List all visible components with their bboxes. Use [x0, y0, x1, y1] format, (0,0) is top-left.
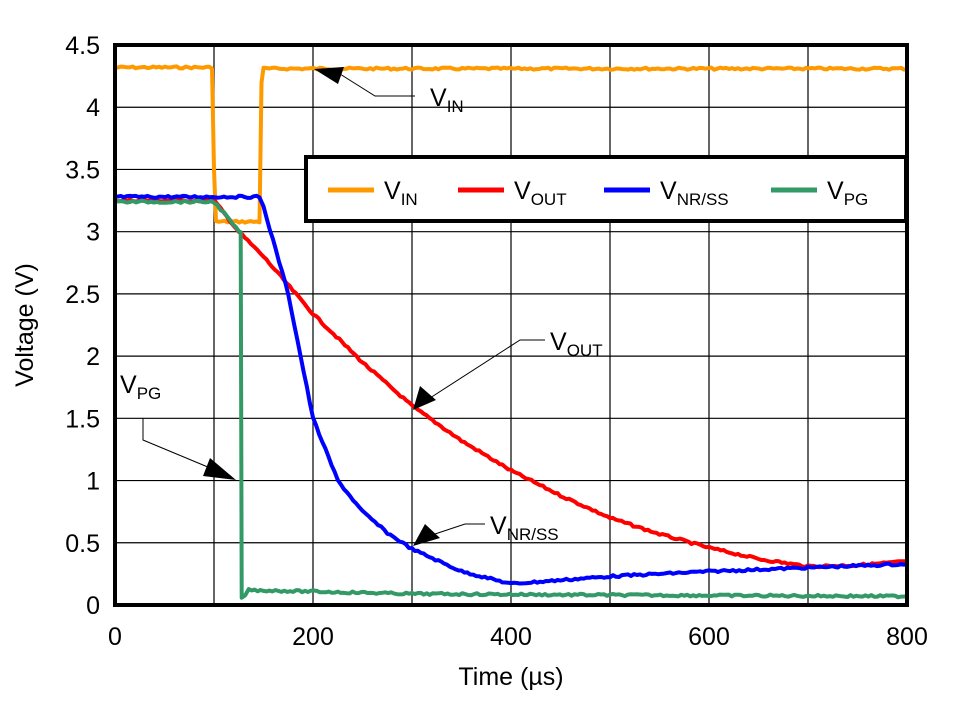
x-tick-label: 600 — [688, 623, 730, 651]
y-tick-label: 3 — [86, 219, 100, 247]
tick-labels: 0 200 400 600 800 0 0.5 1 1.5 2 2.5 3 3.5 4 4.5 — [65, 32, 928, 651]
annotation-vpg-sub: PG — [137, 384, 162, 403]
svg-text:VNR/SS: VNR/SS — [490, 512, 559, 544]
y-tick-label: 0.5 — [65, 530, 100, 558]
y-tick-label: 4 — [86, 94, 100, 122]
svg-text:VPG: VPG — [120, 371, 161, 403]
y-tick-label: 0 — [86, 592, 100, 620]
x-tick-label: 0 — [108, 623, 122, 651]
legend: VIN VOUT VNR/SS VPG — [304, 155, 908, 223]
legend-label: VOUT — [514, 177, 567, 209]
svg-text:VOUT: VOUT — [550, 328, 603, 360]
y-tick-label: 1.5 — [65, 405, 100, 433]
annotation-vpg-main: V — [120, 371, 137, 399]
annotations: VIN VOUT VNR/SS VPG — [120, 67, 603, 546]
legend-label: VNR/SS — [660, 177, 729, 209]
legend-label: VPG — [827, 177, 868, 209]
y-tick-label: 3.5 — [65, 156, 100, 184]
y-tick-label: 2 — [86, 343, 100, 371]
series-line-pg — [114, 198, 908, 600]
y-tick-label: 2.5 — [65, 281, 100, 309]
series-line-nrss — [114, 193, 908, 586]
series-line-out — [114, 197, 908, 570]
annotation-vin: VIN — [314, 67, 464, 116]
annotation-vpg: VPG — [120, 371, 236, 480]
y-axis-label: Voltage (V) — [11, 263, 39, 387]
annotation-vnrss-main: V — [490, 512, 507, 540]
annotation-vnrss-sub: NR/SS — [507, 525, 559, 544]
annotation-vnrss: VNR/SS — [413, 512, 559, 546]
annotation-vin-sub: IN — [447, 97, 464, 116]
annotation-vin-main: V — [430, 84, 447, 112]
x-tick-label: 200 — [292, 623, 334, 651]
x-axis-label: Time (µs) — [458, 663, 563, 691]
plot-frame — [113, 43, 909, 607]
annotation-vout-sub: OUT — [567, 341, 603, 360]
series-line-in — [114, 64, 908, 225]
svg-text:VIN: VIN — [430, 84, 464, 116]
y-tick-label: 4.5 — [65, 32, 100, 60]
y-tick-label: 1 — [86, 468, 100, 496]
annotation-vout-main: V — [550, 328, 567, 356]
grid — [114, 44, 908, 606]
annotation-vout: VOUT — [413, 328, 603, 410]
x-tick-label: 800 — [886, 623, 928, 651]
x-tick-label: 400 — [490, 623, 532, 651]
legend-label: VIN — [384, 177, 418, 209]
series-lines — [114, 64, 908, 600]
